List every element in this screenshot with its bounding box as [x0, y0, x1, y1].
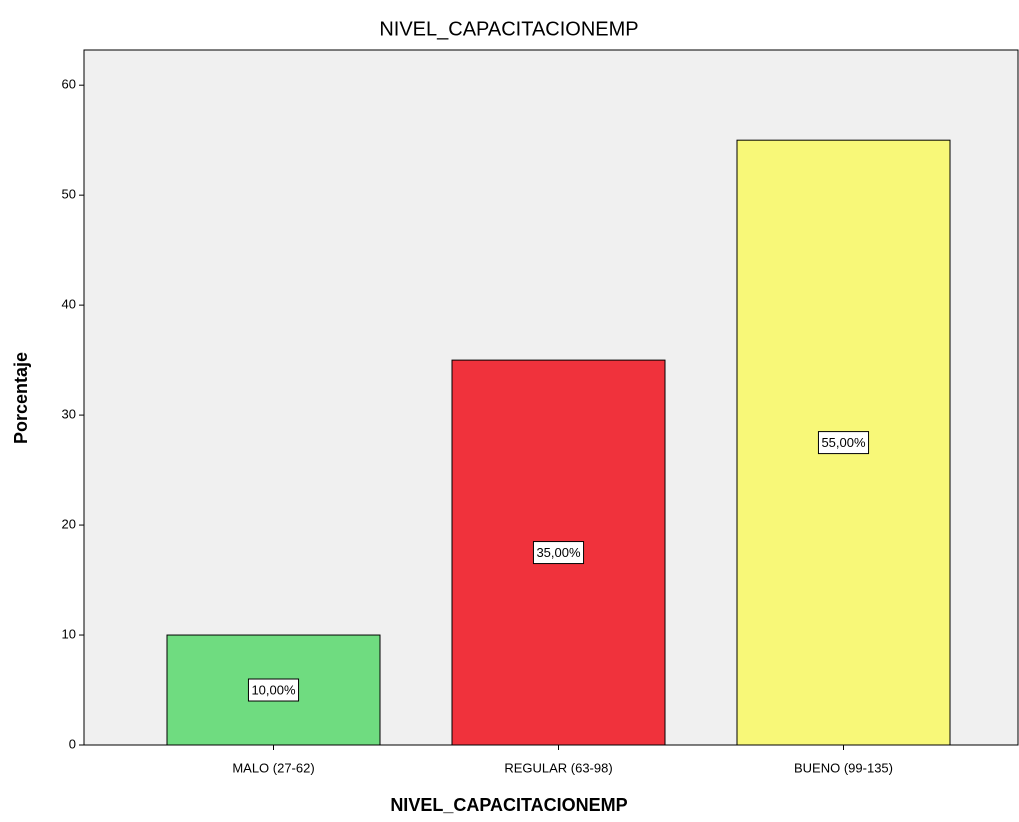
- value-label-box: [532, 541, 585, 565]
- bar: [451, 359, 666, 746]
- chart-title: NIVEL_CAPACITACIONEMP: [379, 18, 638, 40]
- value-label: 10,00%: [251, 682, 296, 697]
- y-tick-label: 0: [69, 736, 76, 751]
- y-tick-label: 50: [62, 187, 76, 202]
- y-tick-label: 60: [62, 77, 76, 92]
- y-tick-label: 10: [62, 626, 76, 641]
- value-label: 55,00%: [821, 435, 866, 450]
- y-tick-label: 40: [62, 297, 76, 312]
- y-axis-title: Porcentaje: [11, 352, 31, 444]
- value-label-box: [247, 678, 300, 702]
- x-tick-label: MALO (27-62): [232, 760, 314, 775]
- x-tick-label: REGULAR (63-98): [504, 760, 612, 775]
- x-axis-title: NIVEL_CAPACITACIONEMP: [390, 795, 627, 815]
- y-tick-label: 30: [62, 407, 76, 422]
- value-label: 35,00%: [536, 545, 581, 560]
- y-tick-label: 20: [62, 517, 76, 532]
- value-label-box: [817, 431, 870, 455]
- x-tick-label: BUENO (99-135): [794, 760, 893, 775]
